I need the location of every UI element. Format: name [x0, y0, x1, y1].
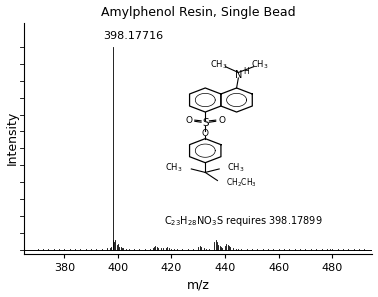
Text: H: H	[243, 67, 249, 75]
X-axis label: m/z: m/z	[187, 279, 210, 291]
Text: N: N	[235, 70, 242, 80]
Text: CH$_2$CH$_3$: CH$_2$CH$_3$	[226, 177, 257, 189]
Text: S: S	[202, 118, 209, 128]
Text: 398.17716: 398.17716	[104, 31, 164, 41]
Text: CH$_3$: CH$_3$	[227, 161, 245, 173]
Text: CH$_3$: CH$_3$	[165, 161, 183, 173]
Text: CH$_3$: CH$_3$	[211, 59, 228, 71]
Text: C$_{23}$H$_{28}$NO$_3$S requires 398.17899: C$_{23}$H$_{28}$NO$_3$S requires 398.178…	[164, 214, 323, 228]
Text: CH$_3$: CH$_3$	[251, 59, 269, 71]
Text: O: O	[202, 129, 209, 138]
Text: O: O	[218, 116, 225, 125]
Text: O: O	[185, 116, 192, 125]
Title: Amylphenol Resin, Single Bead: Amylphenol Resin, Single Bead	[101, 6, 296, 18]
Y-axis label: Intensity: Intensity	[6, 111, 19, 165]
